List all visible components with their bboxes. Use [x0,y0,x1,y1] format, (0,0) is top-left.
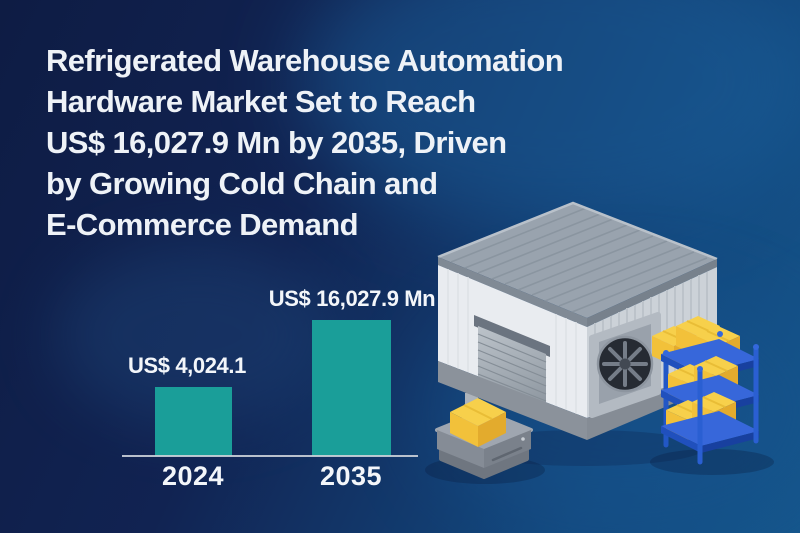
warehouse-plinth-left [438,361,587,440]
warehouse-illustration [425,201,774,484]
storage-rack [651,315,759,465]
bar-2035 [312,320,391,456]
rack-shadow [650,449,774,475]
bar-2024 [155,387,232,456]
cooling-fan [589,312,661,418]
rack-shelf [661,411,759,446]
x-tick-2024: 2024 [161,461,225,491]
x-axis-line [122,455,418,457]
cardboard-box [450,398,506,447]
agv-robot [435,398,533,479]
bar-value-label-2024: US$ 4,024.1 [128,353,246,378]
headline: Refrigerated Warehouse Automation Hardwa… [46,43,564,242]
warehouse-front-wall [438,265,587,440]
warehouse-roof [437,201,718,327]
x-tick-2035: 2035 [319,461,383,491]
bar-value-label-2035: US$ 16,027.9 Mn [268,286,436,311]
